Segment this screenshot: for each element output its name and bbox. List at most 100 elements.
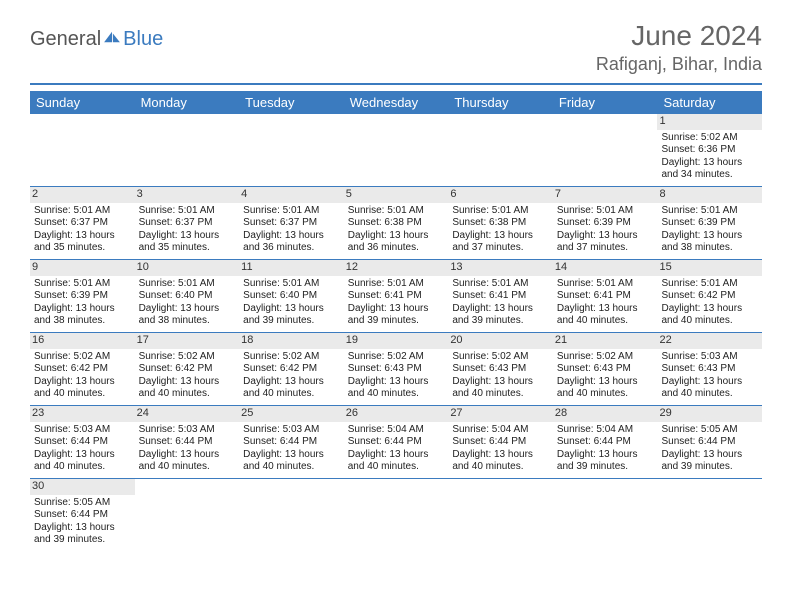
day-cell-29: 29Sunrise: 5:05 AMSunset: 6:44 PMDayligh… (657, 406, 762, 478)
day-cell-11: 11Sunrise: 5:01 AMSunset: 6:40 PMDayligh… (239, 260, 344, 332)
day-detail: Sunrise: 5:04 AM (557, 424, 654, 437)
week-row: 30Sunrise: 5:05 AMSunset: 6:44 PMDayligh… (30, 479, 762, 551)
day-number: 17 (135, 333, 240, 349)
day-cell-6: 6Sunrise: 5:01 AMSunset: 6:38 PMDaylight… (448, 187, 553, 259)
day-cell-7: 7Sunrise: 5:01 AMSunset: 6:39 PMDaylight… (553, 187, 658, 259)
location: Rafiganj, Bihar, India (596, 54, 762, 75)
day-cell-24: 24Sunrise: 5:03 AMSunset: 6:44 PMDayligh… (135, 406, 240, 478)
day-detail: Daylight: 13 hours (243, 449, 340, 462)
day-cell-4: 4Sunrise: 5:01 AMSunset: 6:37 PMDaylight… (239, 187, 344, 259)
day-detail: and 40 minutes. (243, 461, 340, 474)
empty-cell (30, 114, 135, 186)
day-detail: and 39 minutes. (452, 315, 549, 328)
day-detail: and 39 minutes. (557, 461, 654, 474)
day-detail: and 36 minutes. (243, 242, 340, 255)
day-detail: and 35 minutes. (34, 242, 131, 255)
day-detail: Sunrise: 5:02 AM (139, 351, 236, 364)
day-detail: Sunrise: 5:03 AM (661, 351, 758, 364)
day-detail: and 36 minutes. (348, 242, 445, 255)
day-detail: Daylight: 13 hours (243, 376, 340, 389)
day-detail: Daylight: 13 hours (243, 303, 340, 316)
day-detail: Daylight: 13 hours (661, 230, 758, 243)
day-cell-12: 12Sunrise: 5:01 AMSunset: 6:41 PMDayligh… (344, 260, 449, 332)
brand-blue: Blue (123, 28, 163, 51)
weekday-monday: Monday (135, 91, 240, 114)
day-number: 27 (448, 406, 553, 422)
day-detail: Daylight: 13 hours (34, 230, 131, 243)
day-detail: Sunrise: 5:02 AM (452, 351, 549, 364)
day-cell-14: 14Sunrise: 5:01 AMSunset: 6:41 PMDayligh… (553, 260, 658, 332)
day-cell-16: 16Sunrise: 5:02 AMSunset: 6:42 PMDayligh… (30, 333, 135, 405)
day-detail: Sunset: 6:44 PM (243, 436, 340, 449)
weekday-thursday: Thursday (448, 91, 553, 114)
day-detail: Sunset: 6:39 PM (557, 217, 654, 230)
day-detail: Sunset: 6:42 PM (34, 363, 131, 376)
day-cell-27: 27Sunrise: 5:04 AMSunset: 6:44 PMDayligh… (448, 406, 553, 478)
day-detail: Sunrise: 5:01 AM (661, 205, 758, 218)
day-detail: Sunset: 6:41 PM (452, 290, 549, 303)
day-detail: Sunrise: 5:01 AM (661, 278, 758, 291)
day-number: 8 (657, 187, 762, 203)
weekday-saturday: Saturday (657, 91, 762, 114)
day-number: 1 (657, 114, 762, 130)
day-detail: Sunrise: 5:01 AM (557, 205, 654, 218)
brand-logo: General Blue (30, 28, 163, 51)
day-detail: Daylight: 13 hours (348, 230, 445, 243)
day-detail: Sunset: 6:44 PM (661, 436, 758, 449)
day-detail: Daylight: 13 hours (34, 376, 131, 389)
day-detail: Sunset: 6:43 PM (452, 363, 549, 376)
empty-cell (344, 479, 449, 551)
day-detail: Daylight: 13 hours (34, 522, 131, 535)
day-number: 22 (657, 333, 762, 349)
empty-cell (553, 114, 658, 186)
day-cell-30: 30Sunrise: 5:05 AMSunset: 6:44 PMDayligh… (30, 479, 135, 551)
day-detail: and 38 minutes. (139, 315, 236, 328)
day-detail: Daylight: 13 hours (348, 376, 445, 389)
day-cell-1: 1Sunrise: 5:02 AMSunset: 6:36 PMDaylight… (657, 114, 762, 186)
day-detail: Daylight: 13 hours (661, 449, 758, 462)
day-detail: Sunrise: 5:05 AM (34, 497, 131, 510)
weekday-friday: Friday (553, 91, 658, 114)
day-detail: Daylight: 13 hours (139, 303, 236, 316)
sail-icon (103, 30, 121, 44)
day-cell-13: 13Sunrise: 5:01 AMSunset: 6:41 PMDayligh… (448, 260, 553, 332)
empty-cell (135, 479, 240, 551)
day-detail: Sunrise: 5:04 AM (348, 424, 445, 437)
day-detail: Daylight: 13 hours (452, 376, 549, 389)
day-cell-20: 20Sunrise: 5:02 AMSunset: 6:43 PMDayligh… (448, 333, 553, 405)
day-detail: Daylight: 13 hours (661, 303, 758, 316)
weekday-tuesday: Tuesday (239, 91, 344, 114)
brand-general: General (30, 28, 101, 51)
day-detail: Daylight: 13 hours (661, 376, 758, 389)
day-detail: Sunrise: 5:01 AM (452, 278, 549, 291)
day-detail: Sunset: 6:43 PM (661, 363, 758, 376)
day-detail: Sunset: 6:40 PM (243, 290, 340, 303)
day-detail: Sunset: 6:41 PM (557, 290, 654, 303)
empty-cell (135, 114, 240, 186)
day-cell-5: 5Sunrise: 5:01 AMSunset: 6:38 PMDaylight… (344, 187, 449, 259)
day-detail: Sunrise: 5:02 AM (661, 132, 758, 145)
day-cell-23: 23Sunrise: 5:03 AMSunset: 6:44 PMDayligh… (30, 406, 135, 478)
day-detail: Daylight: 13 hours (348, 303, 445, 316)
title-block: June 2024 Rafiganj, Bihar, India (596, 20, 762, 75)
day-detail: Daylight: 13 hours (34, 303, 131, 316)
day-detail: Sunset: 6:38 PM (452, 217, 549, 230)
day-detail: Daylight: 13 hours (348, 449, 445, 462)
empty-cell (239, 114, 344, 186)
day-detail: and 38 minutes. (661, 242, 758, 255)
day-cell-2: 2Sunrise: 5:01 AMSunset: 6:37 PMDaylight… (30, 187, 135, 259)
day-number: 5 (344, 187, 449, 203)
day-detail: Daylight: 13 hours (557, 376, 654, 389)
day-detail: Sunset: 6:40 PM (139, 290, 236, 303)
day-detail: Sunrise: 5:03 AM (34, 424, 131, 437)
day-detail: Sunrise: 5:05 AM (661, 424, 758, 437)
empty-cell (239, 479, 344, 551)
day-number: 11 (239, 260, 344, 276)
header: General Blue June 2024 Rafiganj, Bihar, … (30, 20, 762, 85)
weeks-container: 1Sunrise: 5:02 AMSunset: 6:36 PMDaylight… (30, 114, 762, 551)
day-detail: Daylight: 13 hours (452, 230, 549, 243)
day-detail: Sunset: 6:37 PM (34, 217, 131, 230)
day-number: 23 (30, 406, 135, 422)
day-detail: and 37 minutes. (452, 242, 549, 255)
day-detail: and 40 minutes. (348, 388, 445, 401)
